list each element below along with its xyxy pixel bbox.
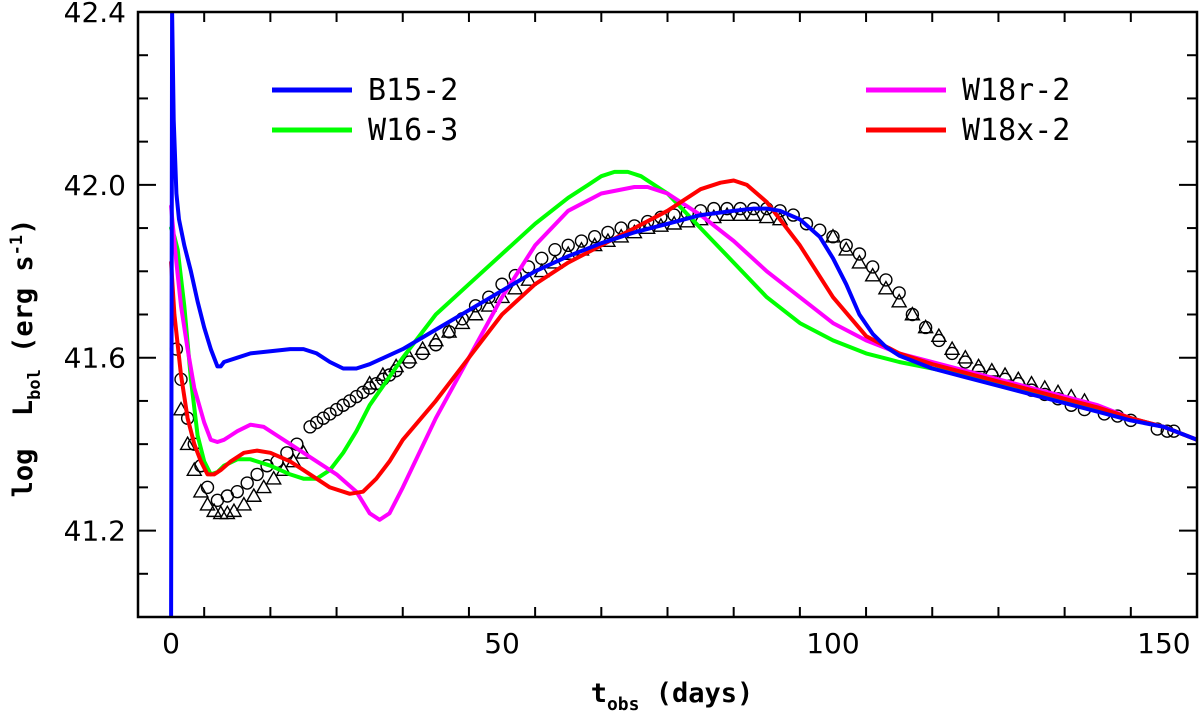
observation-circle [303,420,317,434]
observation-triangle [493,288,511,304]
observation-circle [468,299,483,313]
observation-circle [336,398,350,412]
y-tick-label: 41.2 [64,515,126,548]
observation-circle [343,394,357,408]
observation-triangle [705,208,723,224]
observation-triangle [205,502,223,518]
legend-label-w18x-2: W18x-2 [962,113,1070,148]
legend-label-w16-3: W16-3 [368,113,458,148]
observation-triangle [219,504,236,520]
y-axis-title-main: log L [8,400,39,498]
observation-triangle [718,206,736,222]
observation-triangle [454,314,471,330]
observation-circle [200,480,215,495]
observation-triangle [943,340,961,356]
observation-triangle [838,241,855,256]
y-axis-title-sub: bol [25,369,45,400]
observation-triangle [235,496,253,511]
x-tick-label: 0 [162,627,180,660]
legend: B15-2 W16-3 W18r-2 W18x-2 [272,73,1070,148]
observation-triangle [771,211,789,226]
observation-circle [574,234,589,248]
y-axis-title-rest: (erg s [8,255,39,369]
observation-triangle [824,228,842,243]
observation-triangle [745,206,762,222]
observation-triangle [414,340,431,356]
observation-triangle [957,349,974,364]
x-tick-label: 150 [1137,627,1190,660]
observation-triangle [930,327,948,343]
axis-ticks [137,11,1198,618]
x-axis-title: tobs (days) [591,678,754,715]
legend-label-b15-2: B15-2 [368,73,458,108]
observation-triangle [179,435,196,451]
observation-triangle [255,478,272,494]
observation-triangle [758,208,775,224]
observation-triangle [507,280,524,295]
observation-triangle [245,487,263,502]
observation-circle [561,238,575,253]
observation-triangle [877,280,895,295]
x-axis-title-sub: obs [607,694,640,715]
y-tick-label: 42.0 [64,169,126,202]
observation-circle [720,201,734,216]
observation-triangle [890,293,908,308]
y-tick-label: 41.6 [64,342,126,375]
series-line-b15-2 [169,12,1197,617]
observation-triangle [970,357,987,373]
observation-circle [356,385,370,399]
observation-triangle [427,332,445,347]
observation-triangle [904,306,921,321]
observation-triangle [917,319,934,334]
y-axis-title-sup: -1 [7,235,27,255]
series-line-w18r-2 [169,185,1197,522]
observation-circle [369,376,383,391]
x-tick-label: 100 [806,627,859,660]
observation-circle [316,411,331,425]
observation-triangle [480,297,497,312]
observation-circle [250,467,264,482]
observation-circle [329,402,344,417]
y-axis-title-close: ) [8,219,39,235]
y-tick-label: 42.4 [64,0,126,29]
x-axis-title-rest: (days) [639,678,753,709]
series-line-w18x-2 [169,178,1197,496]
x-tick-label: 50 [484,627,520,660]
x-axis-title-main: t [591,678,607,709]
observation-circle [310,415,324,430]
observation-circle [349,389,364,404]
observation-circle [323,407,337,421]
model-curves [169,12,1197,617]
observation-circle [240,476,254,490]
observation-triangle [265,470,282,485]
observation-triangle [361,375,378,390]
observation-circle [230,484,244,499]
observation-circle [382,368,397,382]
observation-circle [1150,422,1164,436]
observation-triangle [732,206,749,222]
observation-circle [839,238,853,253]
axis-tick-labels: 0 50 100 150 41.2 41.6 42.0 42.4 [64,0,1191,660]
observation-circle [799,217,814,231]
y-axis-title: log Lbol (erg s-1) [7,219,45,498]
observation-circle [587,230,602,244]
legend-label-w18r-2: W18r-2 [962,73,1070,108]
observation-triangle [851,254,868,269]
observation-triangle [440,323,458,338]
observation-circle [601,225,615,240]
observation-triangle [374,366,392,381]
observation-triangle [186,461,203,477]
observation-triangle [192,483,210,498]
observation-triangle [199,496,216,511]
observation-triangle [467,306,484,321]
observation-triangle [864,267,881,282]
